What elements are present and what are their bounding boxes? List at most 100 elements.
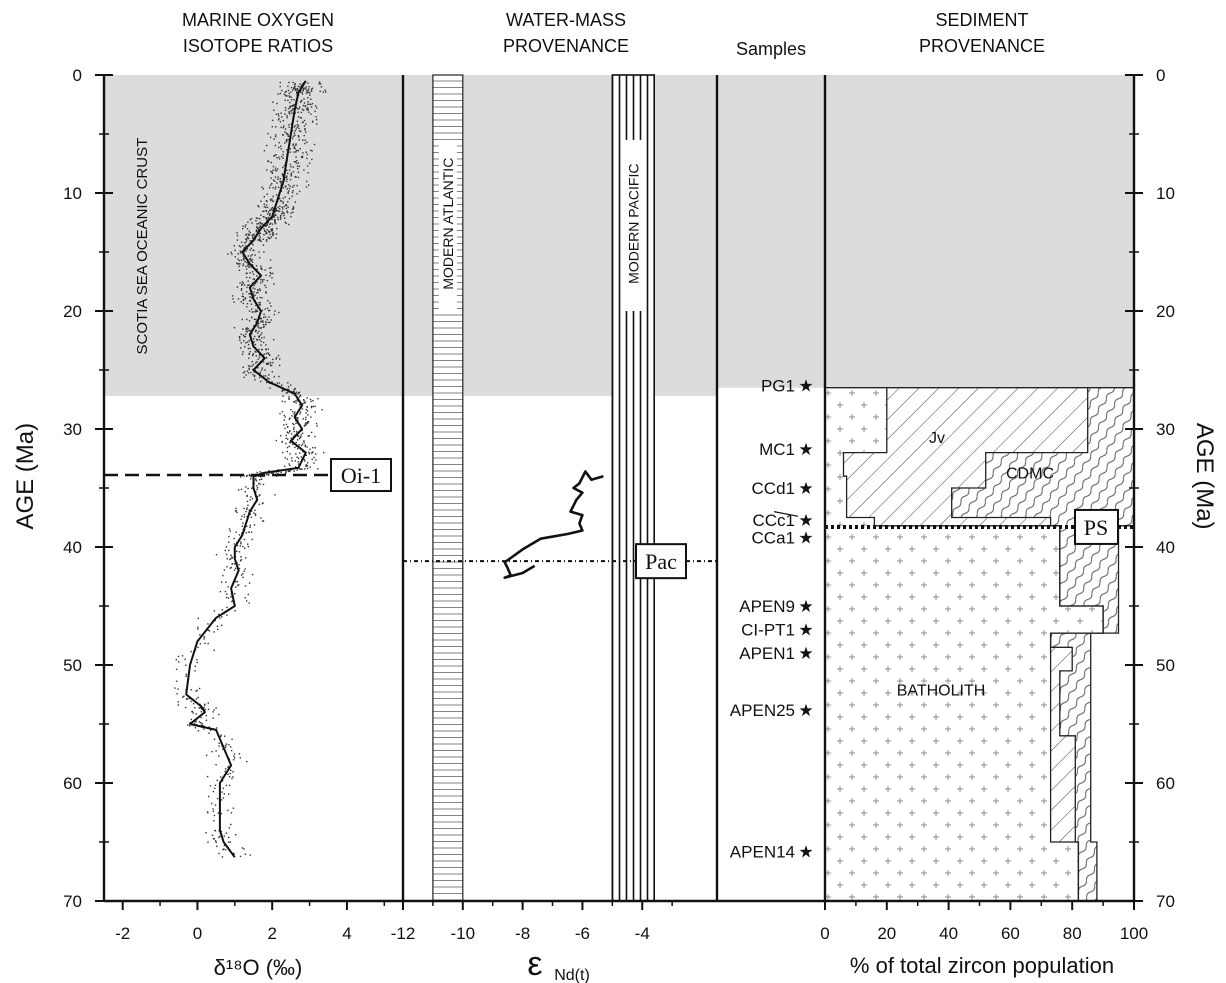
pac-label-box: [635, 543, 687, 580]
oxygen-point: [304, 468, 306, 470]
oxygen-point: [292, 443, 294, 445]
oxygen-point: [305, 465, 307, 467]
oxygen-point: [230, 251, 232, 254]
oxygen-point: [260, 320, 262, 323]
oxygen-point: [270, 170, 272, 173]
oxygen-point: [294, 125, 297, 127]
oxygen-point: [227, 773, 229, 775]
oxygen-point: [265, 233, 267, 235]
oxygen-point: [246, 286, 248, 289]
oxygen-point: [307, 91, 309, 94]
oxygen-point: [236, 239, 239, 241]
oxygen-point: [230, 558, 232, 560]
oxygen-point: [300, 130, 302, 133]
oxygen-point: [305, 88, 307, 90]
oxygen-point: [294, 88, 297, 90]
oxygen-point: [306, 141, 308, 143]
oxygen-point: [270, 273, 272, 275]
oxygen-point: [236, 550, 238, 553]
oxygen-point: [246, 331, 248, 333]
oxygen-point: [262, 520, 265, 522]
y-tick-label-right: 10: [1156, 184, 1175, 203]
oxygen-point: [269, 213, 271, 215]
oxygen-point: [249, 249, 251, 251]
oxygen-point: [248, 367, 250, 369]
oxygen-point: [283, 164, 286, 167]
oxygen-point: [264, 316, 267, 318]
oxygen-point: [226, 558, 228, 560]
oxygen-point: [253, 233, 255, 235]
oxygen-point: [275, 233, 278, 235]
oxygen-point: [245, 276, 248, 279]
oxygen-point: [272, 169, 274, 171]
oxygen-point: [245, 268, 248, 270]
oxygen-point: [275, 237, 277, 239]
oxygen-point: [261, 367, 263, 369]
oxygen-point: [242, 282, 244, 284]
oxygen-point: [312, 451, 314, 453]
oxygen-point: [238, 336, 241, 338]
oxygen-point: [292, 144, 294, 146]
oxygen-point: [234, 563, 236, 565]
oxygen-point: [290, 215, 292, 218]
oxygen-point: [275, 222, 277, 225]
ps-label: PS: [1084, 515, 1108, 540]
oxygen-point: [261, 281, 264, 283]
oxygen-point: [298, 108, 300, 110]
oxygen-point: [268, 226, 270, 228]
oxygen-point: [224, 735, 226, 737]
oxygen-point: [296, 193, 298, 195]
oxygen-point: [249, 259, 252, 262]
oxygen-point: [229, 530, 231, 532]
oxygen-point: [292, 422, 294, 425]
oxygen-point: [298, 437, 301, 440]
oxygen-point: [250, 516, 253, 518]
oxygen-point: [228, 541, 230, 543]
oxygen-point: [310, 103, 312, 106]
oxygen-point: [293, 87, 295, 90]
oxygen-point: [260, 282, 262, 284]
oxygen-point: [221, 609, 223, 611]
oxygen-point: [270, 319, 272, 321]
oxygen-point: [283, 212, 285, 215]
oxygen-point: [285, 471, 287, 474]
oxygen-point: [247, 504, 249, 506]
oxygen-point: [248, 509, 250, 511]
oxygen-point: [177, 655, 180, 658]
oxygen-point: [269, 302, 271, 304]
oxygen-point: [219, 835, 221, 838]
oxygen-point: [246, 261, 248, 264]
oxygen-point: [311, 121, 314, 123]
oxygen-point: [240, 543, 242, 545]
oxygen-point: [276, 227, 278, 230]
y-tick-label-right: 60: [1156, 774, 1175, 793]
oxygen-point: [266, 193, 268, 195]
oxygen-point: [284, 457, 286, 459]
oxygen-point: [312, 405, 315, 408]
oxygen-point: [278, 142, 280, 144]
oxygen-point: [266, 224, 268, 226]
y-tick-label-left: 0: [73, 66, 82, 85]
oxygen-point: [221, 780, 224, 782]
oxygen-point: [304, 129, 306, 131]
oxygen-point: [308, 162, 311, 164]
oxygen-point: [265, 217, 267, 219]
oxygen-point: [307, 435, 309, 437]
oxygen-point: [279, 210, 281, 212]
oxygen-point: [272, 358, 274, 361]
oxygen-point: [255, 491, 257, 493]
oxygen-point: [215, 707, 217, 709]
oxygen-point: [240, 574, 243, 576]
oxygen-point: [246, 303, 249, 305]
oxygen-point: [287, 134, 289, 136]
oxygen-point: [298, 391, 301, 394]
oxygen-point: [271, 171, 273, 173]
oxygen-point: [278, 146, 280, 149]
oxygen-point: [233, 301, 235, 303]
oxygen-point: [281, 212, 283, 215]
oxygen-point: [262, 210, 264, 213]
oxygen-point: [175, 668, 178, 671]
label-scotia-crust: SCOTIA SEA OCEANIC CRUST: [134, 138, 151, 355]
oxygen-point: [286, 211, 289, 214]
oxygen-point: [246, 507, 248, 509]
